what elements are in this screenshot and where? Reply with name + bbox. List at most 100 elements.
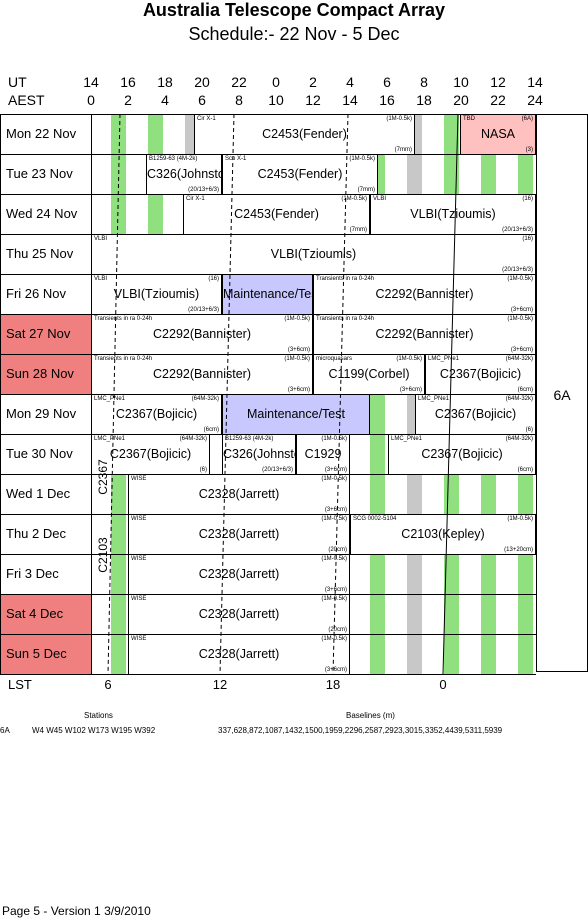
schedule-block[interactable]: C2328(Jarrett) WISE (1M-0.5k) (20cm) (128, 514, 350, 555)
block-title: C2292(Bannister) (375, 327, 474, 341)
block-title: C1199(Corbel) (328, 367, 410, 381)
schedule-block[interactable]: Maintenance/Test (222, 394, 370, 435)
block-source: Cir X-1 (186, 196, 205, 202)
block-array: (16) (522, 196, 533, 202)
schedule-block[interactable]: C2328(Jarrett) WISE (1M-0.5k) (20cm) (128, 594, 350, 635)
block-title: C2453(Fender) (262, 127, 347, 141)
block-array: (1M-0.5k) (507, 316, 533, 322)
schedule-block[interactable]: C2103(Kepley) SCG 0002-5104 (1M-0.5k) (13+2… (350, 514, 536, 555)
schedule-block[interactable]: C326(Johnston) B1259-63 (4M-2k) (20/13+6/3… (222, 434, 296, 475)
lst-lines (107, 114, 459, 674)
block-title: Maintenance/Test (247, 407, 345, 421)
block-band: (7mm) (357, 187, 375, 193)
block-array: (1M-0.5k) (507, 276, 533, 282)
schedule-block[interactable]: C2328(Jarrett)WISE(1M-0.5k)(3+6cm) (128, 634, 350, 675)
block-source: WISE (131, 636, 147, 642)
lst-label: LST (8, 677, 32, 692)
block-title: C2367(Bojicic) (439, 367, 522, 381)
schedule-block[interactable]: Maintenance/Test (222, 274, 313, 315)
stations-list: W4 W45 W102 W173 W195 W392 (32, 726, 156, 735)
block-array: (64M-32k) (191, 396, 219, 402)
day-label: Thu 25 Nov (6, 246, 74, 261)
ut-tick: 16 (120, 74, 136, 90)
block-array: (1M-0.5k) (321, 556, 347, 562)
block-band: (6cm) (517, 387, 533, 393)
block-array: (64M-32k) (179, 436, 207, 442)
schedule-block[interactable]: VLBI(Tzioumis) VLBI (16) (20/13+6/3) (91, 234, 536, 275)
block-band: (7mm) (349, 227, 367, 233)
schedule-block[interactable]: C2292(Bannister) Transients in ra 0-24h (1… (313, 274, 536, 315)
block-array: (1M-0.5k) (396, 356, 422, 362)
schedule-block[interactable]: C2292(Bannister) Transients in ra 0-24h (1… (313, 314, 536, 355)
schedule-block[interactable]: C2453(Fender) Sco X-1 (1M-0.5k) (7mm) (222, 154, 378, 195)
block-band: (3+6cm) (510, 347, 533, 353)
row-divider (0, 434, 536, 435)
block-band: (6) (199, 467, 207, 473)
block-band: (7mm) (394, 147, 412, 153)
schedule-block[interactable]: C2453(Fender) Cir X-1 (1M-0.5k) (7mm) (194, 114, 415, 155)
schedule-block[interactable]: C2328(Jarrett)WISE(1M-0.5k)(3+6cm) (128, 474, 350, 515)
block-band: (20/13+6/3) (502, 227, 533, 233)
block-array: (1M-0.5k) (321, 516, 347, 522)
day-label: Mon 29 Nov (6, 406, 77, 421)
aest-tick: 14 (342, 92, 358, 108)
block-array: (1M-0.5k) (349, 156, 375, 162)
block-title: C2328(Jarrett) (198, 607, 280, 621)
vertical-project-label: C2367 (96, 459, 110, 495)
schedule-block[interactable]: C2292(Bannister) Transients in ra 0-24h (1… (91, 354, 313, 395)
row-divider (0, 554, 536, 555)
aest-tick: 16 (379, 92, 395, 108)
block-title: VLBI(Tzioumis) (410, 207, 496, 221)
block-title: C2292(Bannister) (153, 367, 251, 381)
block-title: C2367(Bojicic) (421, 447, 503, 461)
block-title: C2367(Bojicic) (109, 447, 192, 461)
block-source: LMC_PNe1 (428, 356, 460, 362)
block-title: C2453(Fender) (257, 167, 343, 181)
block-source: B1259-63 (4M-2k) (149, 156, 198, 162)
aest-tick: 0 (87, 92, 95, 108)
config-column: 6A (536, 114, 588, 672)
aest-tick: 2 (124, 92, 132, 108)
aest-tick: 18 (416, 92, 432, 108)
row-divider (0, 314, 536, 315)
aest-tick: 24 (527, 92, 543, 108)
lst-line (219, 114, 235, 674)
block-source: WISE (131, 476, 147, 482)
page-subtitle: Schedule:- 22 Nov - 5 Dec (188, 24, 400, 44)
grid-border (91, 114, 92, 674)
ut-tick: 8 (420, 74, 428, 90)
block-array: (1M-0.5k) (284, 316, 310, 322)
block-source: VLBI (94, 236, 108, 242)
block-array: (6A) (521, 116, 533, 122)
aest-tick: 22 (490, 92, 506, 108)
schedule-grid: Mon 22 Nov Tue 23 Nov Wed 24 Nov Thu 25 Nov… (0, 114, 588, 675)
schedule-block[interactable]: C2453(Fender) Cir X-1 (1M-0.5k) (7mm) (183, 194, 370, 235)
schedule-block[interactable]: C2367(Bojicic) LMC_PNe1 (64M-32k) (6cm) (91, 394, 222, 435)
block-source: Cir X-1 (197, 116, 216, 122)
block-band: (20cm) (328, 547, 347, 553)
block-band: (3+6cm) (510, 307, 533, 313)
block-source: Transients in ra 0-24h (316, 316, 375, 322)
baselines-label: Baselines (m) (346, 711, 395, 720)
footer-config-name: 6A (0, 726, 10, 735)
row-divider (0, 194, 536, 195)
row-divider (0, 234, 536, 235)
day-label: Fri 26 Nov (6, 286, 66, 301)
block-band: (3+6cm) (324, 467, 347, 473)
row-divider (0, 634, 536, 635)
aest-label: AEST (8, 92, 45, 108)
aest-tick: 6 (198, 92, 206, 108)
aest-tick: 8 (235, 92, 243, 108)
block-source: Transients in ra 0-24h (94, 356, 153, 362)
schedule-block[interactable]: C2292(Bannister) Transients in ra 0-24h (1… (91, 314, 313, 355)
block-title: C2292(Bannister) (375, 287, 474, 301)
block-array: (1M-0.5k) (321, 596, 347, 602)
block-array: (64M-32k) (505, 436, 533, 442)
aest-tick: 4 (161, 92, 169, 108)
block-band: (3+6cm) (324, 667, 347, 673)
block-source: TBD (463, 116, 475, 122)
block-band: (13+20cm) (504, 547, 533, 553)
block-title: C326(Johnston) (147, 167, 221, 181)
schedule-block[interactable]: C1199(Corbel) microquasars (1M-0.5k) (3+6cm… (313, 354, 425, 395)
row-divider (0, 394, 536, 395)
